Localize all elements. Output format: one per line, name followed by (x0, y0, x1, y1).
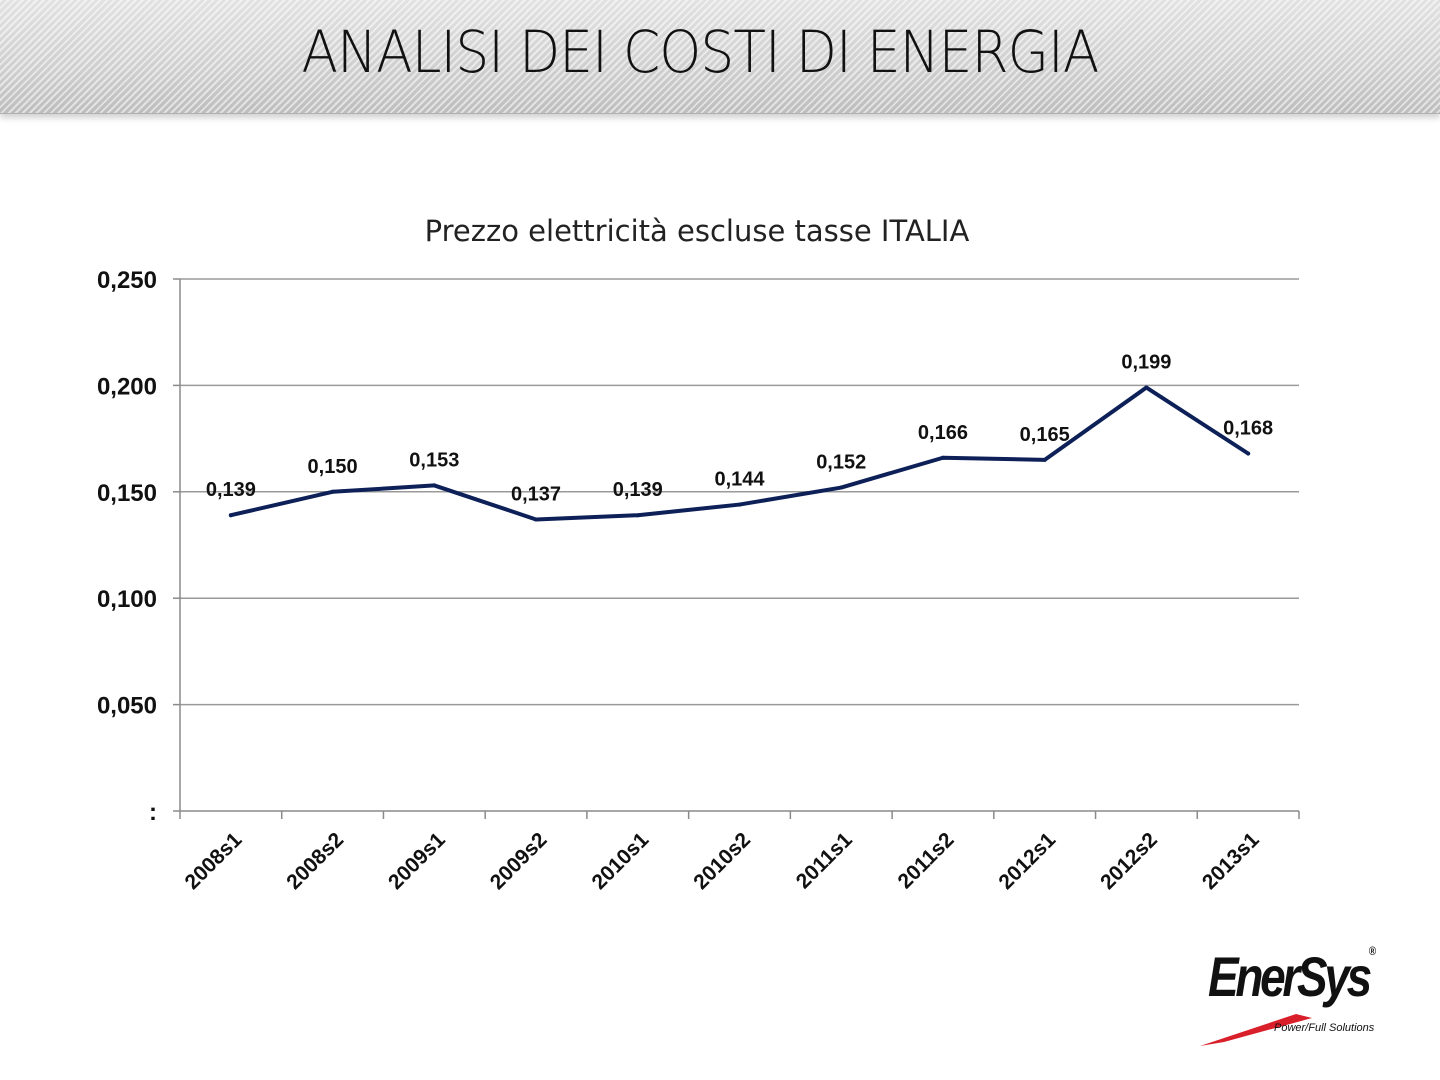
chart-title: Prezzo elettricità escluse tasse ITALIA (425, 214, 970, 248)
chart-gridlines (180, 278, 1299, 706)
slide-header: ANALISI DEI COSTI DI ENERGIA (0, 0, 1440, 114)
x-axis-tick-labels: 2008s1 2008s2 2009s1 2009s2 2010s1 2010s2 2011… (181, 828, 1264, 894)
data-point (839, 485, 844, 490)
x-tick-label: 2012s2 (1096, 828, 1162, 894)
x-tick-label: 2009s1 (384, 828, 450, 894)
data-point (1246, 451, 1251, 456)
y-tick-label: : (149, 799, 157, 826)
y-tick-label: 0,050 (97, 693, 157, 720)
data-label: 0,166 (918, 422, 968, 444)
chart-axes (173, 278, 1300, 819)
data-label: 0,165 (1020, 424, 1070, 446)
x-tick-label: 2012s1 (994, 828, 1060, 894)
x-tick-label: 2013s1 (1198, 828, 1264, 894)
logo-swoosh-icon (1200, 1014, 1312, 1046)
y-tick-label: 0,250 (97, 267, 157, 294)
data-labels: 0,139 0,150 0,153 0,137 0,139 0,144 0,152 0,166… (206, 352, 1273, 506)
data-label: 0,137 (511, 483, 561, 505)
data-point (1042, 457, 1047, 462)
enersys-logo: EnerSys® Power/Full Solutions (1196, 940, 1406, 1050)
y-tick-label: 0,150 (97, 480, 157, 507)
data-label: 0,152 (816, 452, 866, 474)
data-point (432, 483, 437, 488)
slide-title: ANALISI DEI COSTI DI ENERGIA (301, 18, 1100, 86)
x-tick-label: 2008s2 (282, 828, 348, 894)
x-tick-label: 2011s1 (792, 828, 857, 893)
x-tick-label: 2010s1 (587, 828, 653, 894)
x-tick-label: 2010s2 (689, 828, 755, 894)
data-point (1144, 385, 1149, 390)
logo-tagline: Power/Full Solutions (1274, 1022, 1375, 1034)
y-tick-label: 0,100 (97, 586, 157, 613)
data-label: 0,199 (1121, 352, 1171, 374)
series-line-group (228, 385, 1251, 522)
data-point (228, 513, 233, 518)
x-tick-label: 2011s2 (893, 828, 958, 893)
x-tick-label: 2009s2 (486, 828, 552, 894)
data-point (737, 502, 742, 507)
data-label: 0,168 (1223, 417, 1273, 439)
data-point (635, 513, 640, 518)
x-tick-label: 2008s1 (181, 828, 247, 894)
y-tick-label: 0,200 (97, 373, 157, 400)
logo-wordmark: EnerSys® (1208, 944, 1377, 1008)
data-label: 0,150 (308, 456, 358, 478)
data-point (330, 489, 335, 494)
data-label: 0,139 (613, 479, 663, 501)
data-label: 0,144 (714, 469, 765, 491)
data-label: 0,139 (206, 479, 256, 501)
data-label: 0,153 (409, 449, 459, 471)
data-point (534, 517, 539, 522)
series-line (228, 385, 1251, 522)
data-point (940, 455, 945, 460)
y-axis-tick-labels: : 0,050 0,100 0,150 0,200 0,250 (97, 267, 157, 826)
